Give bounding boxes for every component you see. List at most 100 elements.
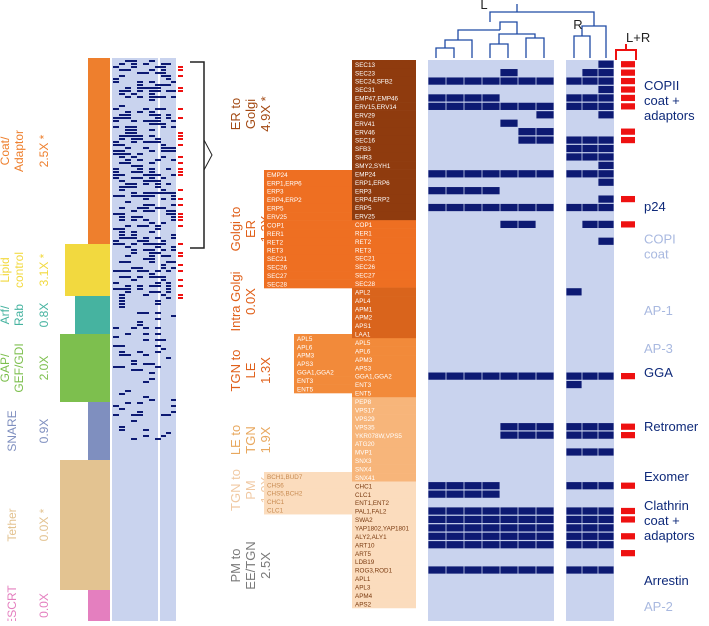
gene-name: APM4 xyxy=(355,593,373,600)
lr-cell xyxy=(621,423,635,430)
gene-name: SNX3 xyxy=(355,458,372,465)
side-gene-name: SEC21 xyxy=(267,256,287,263)
heatmap-cell xyxy=(582,94,598,102)
overview-cell xyxy=(131,132,137,134)
overview-strip xyxy=(60,460,110,590)
gene-name: ERV15,ERV14 xyxy=(355,104,397,111)
side-gene-name: ENT5 xyxy=(297,386,314,393)
overview-red-cell xyxy=(178,189,183,191)
complex-label: adaptors xyxy=(644,528,695,543)
heatmap-cell xyxy=(566,136,582,144)
overview-cell xyxy=(131,171,137,173)
heatmap-cell xyxy=(536,203,554,212)
overview-cell xyxy=(143,183,149,185)
overview-cell xyxy=(155,183,161,185)
overview-cell xyxy=(155,174,161,176)
overview-cell xyxy=(155,228,161,230)
overview-cell xyxy=(131,267,137,269)
overview-cell xyxy=(137,96,143,98)
overview-cell xyxy=(171,90,176,92)
heatmap-cell xyxy=(518,170,536,178)
gene-name: LAA1 xyxy=(355,332,371,339)
heatmap-cell xyxy=(518,515,536,524)
overview-red-cell xyxy=(178,264,183,266)
category-name: Rab xyxy=(12,304,26,326)
complex-label: coat + xyxy=(644,513,680,528)
tree-branch xyxy=(489,11,595,26)
heatmap-cell xyxy=(582,515,598,524)
heatmap-cell xyxy=(482,566,500,574)
overview-cell xyxy=(113,141,119,143)
heatmap-cell xyxy=(464,170,482,178)
heatmap-cell xyxy=(598,161,614,169)
overview-cell xyxy=(166,168,171,170)
lr-cell xyxy=(621,432,635,439)
tree-branch xyxy=(499,21,518,34)
overview-cell xyxy=(161,198,166,200)
heatmap-cell xyxy=(500,431,518,439)
heatmap-cell xyxy=(428,94,446,102)
overview-cell xyxy=(166,75,171,77)
overview-cell xyxy=(143,363,149,365)
overview-cell xyxy=(143,219,149,221)
gene-name: SNX41 xyxy=(355,475,375,482)
tree-label-right: R xyxy=(573,17,582,32)
overview-cell xyxy=(171,81,176,83)
overview-cell xyxy=(131,360,137,362)
overview-cell xyxy=(161,126,166,128)
complex-label: Arrestin xyxy=(644,573,689,588)
overview-cell xyxy=(137,321,143,323)
overview-cell xyxy=(149,96,155,98)
heatmap-cell xyxy=(582,507,598,515)
overview-cell xyxy=(161,435,166,437)
overview-cell xyxy=(131,231,137,233)
pathway-name: PM to xyxy=(228,549,243,583)
overview-cell xyxy=(113,126,119,128)
overview-cell xyxy=(113,282,119,284)
overview-cell xyxy=(161,156,166,158)
heatmap-cell xyxy=(536,136,554,144)
overview-red-cell xyxy=(178,279,183,281)
overview-cell xyxy=(171,219,176,221)
overview-red-cell xyxy=(178,168,183,170)
overview-cell xyxy=(166,183,171,185)
overview-cell xyxy=(143,354,149,356)
overview-cell xyxy=(119,174,125,176)
heatmap-cell xyxy=(482,532,500,540)
heatmap-cell xyxy=(482,482,500,490)
overview-cell xyxy=(131,252,137,254)
overview-cell xyxy=(155,300,161,302)
overview-cell xyxy=(149,363,155,365)
gene-cell-bg xyxy=(352,355,416,364)
overview-cell xyxy=(119,294,125,296)
heatmap-cell xyxy=(536,566,554,574)
overview-cell xyxy=(171,315,176,317)
gene-name: YAP1802,YAP1801 xyxy=(355,525,410,532)
gene-name: ERP3 xyxy=(355,188,372,195)
gene-cell-bg xyxy=(352,540,416,550)
gene-cell-bg xyxy=(352,262,416,272)
overview-cell xyxy=(131,120,137,122)
pathway-label: Intra Golgi 0.0X xyxy=(228,271,258,331)
overview-cell xyxy=(161,207,166,209)
side-gene-bg xyxy=(264,271,352,280)
heatmap-cell xyxy=(500,220,518,228)
overview-cell xyxy=(137,369,143,371)
gene-name: APM3 xyxy=(355,357,373,364)
overview-cell xyxy=(119,303,125,305)
heatmap-cell xyxy=(482,102,500,110)
overview-cell xyxy=(137,177,143,179)
overview-cell xyxy=(155,138,161,140)
overview-cell xyxy=(113,195,119,197)
gene-cell-bg xyxy=(352,439,416,449)
side-gene-name: CHC1 xyxy=(267,499,285,506)
heatmap-cell xyxy=(518,102,536,110)
overview-cell xyxy=(171,126,176,128)
overview-cell xyxy=(131,237,137,239)
overview-cell xyxy=(143,108,149,110)
overview-cell xyxy=(131,93,137,95)
overview-cell xyxy=(143,396,149,398)
overview-cell xyxy=(171,198,176,200)
tree-branch xyxy=(435,47,455,58)
side-gene-bg xyxy=(264,262,352,272)
